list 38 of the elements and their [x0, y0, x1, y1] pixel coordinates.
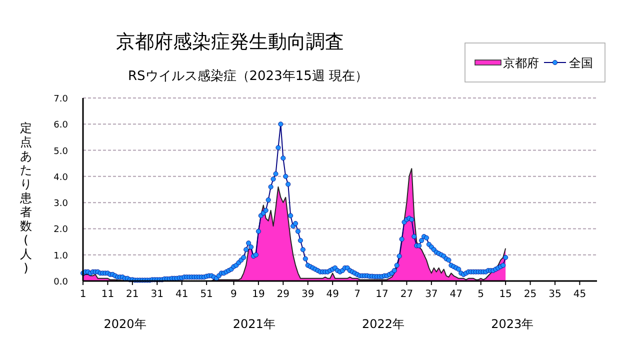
- x-tick-label: 29: [276, 289, 290, 300]
- x-tick-label: 11: [101, 289, 114, 300]
- y-tick-label: 0.0: [54, 278, 68, 288]
- y-tick-label: 1.0: [54, 251, 68, 262]
- x-tick-label: 41: [175, 289, 188, 300]
- x-tick-label: 9: [230, 289, 237, 300]
- x-tick-label: 39: [302, 289, 314, 300]
- y-tick-label: 4.0: [54, 172, 68, 183]
- x-tick-label: 37: [425, 289, 438, 300]
- x-tick-label: 21: [126, 289, 139, 300]
- x-tick-label: 19: [252, 289, 265, 300]
- y-tick-label: 5.0: [54, 146, 68, 157]
- x-tick-label: 51: [200, 289, 213, 300]
- x-tick-label: 15: [499, 289, 512, 300]
- x-tick-label: 17: [376, 289, 388, 300]
- legend-label: 全国: [569, 56, 593, 70]
- y-tick-label: 3.0: [54, 199, 68, 210]
- x-tick-label: 35: [548, 289, 562, 300]
- text: 2023年: [491, 317, 534, 331]
- legend-label: 京都府: [503, 56, 539, 70]
- text: 2021年: [232, 317, 276, 331]
- x-tick-label: 47: [450, 289, 463, 300]
- x-tick-label: 45: [573, 289, 586, 300]
- x-tick-label: 31: [150, 289, 164, 300]
- chart-subtitle: RSウイルス感染症（2023年15週 現在）: [128, 69, 368, 84]
- y-tick-label: 2.0: [54, 225, 68, 236]
- x-tick-label: 49: [326, 289, 339, 300]
- x-tick-label: 25: [524, 289, 537, 300]
- y-tick-label: 6.0: [54, 120, 68, 131]
- x-tick-label: 1: [80, 289, 86, 300]
- y-tick-label: 7.0: [54, 94, 68, 104]
- chart-title: 京都府感染症発生動向調査: [116, 31, 344, 53]
- text: 定点あたり患者数(人): [20, 121, 32, 275]
- x-tick-label: 27: [400, 289, 414, 300]
- x-tick-label: 5: [478, 289, 484, 300]
- x-tick-label: 7: [354, 289, 360, 300]
- text: 2022年: [362, 317, 405, 331]
- text: 2020年: [104, 317, 146, 331]
